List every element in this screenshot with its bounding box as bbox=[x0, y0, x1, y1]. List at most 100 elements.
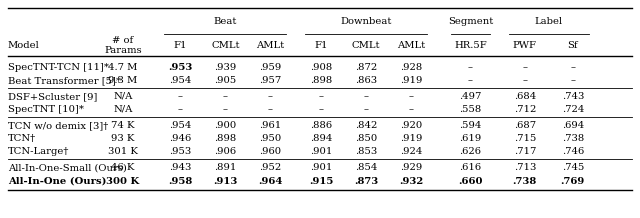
Text: .908: .908 bbox=[310, 63, 332, 72]
Text: SpecTNT [10]*: SpecTNT [10]* bbox=[8, 105, 84, 114]
Text: .964: .964 bbox=[258, 177, 282, 186]
Text: .952: .952 bbox=[259, 163, 281, 172]
Text: .850: .850 bbox=[355, 134, 377, 143]
Text: # of
Params: # of Params bbox=[104, 36, 141, 55]
Text: .717: .717 bbox=[514, 147, 536, 156]
Text: –: – bbox=[364, 105, 369, 114]
Text: PWF: PWF bbox=[513, 41, 537, 50]
Text: .924: .924 bbox=[400, 147, 422, 156]
Text: .743: .743 bbox=[562, 92, 584, 101]
Text: .953: .953 bbox=[170, 147, 191, 156]
Text: .872: .872 bbox=[355, 63, 377, 72]
Text: .901: .901 bbox=[310, 163, 332, 172]
Text: –: – bbox=[522, 63, 527, 72]
Text: .954: .954 bbox=[170, 121, 191, 130]
Text: TCN-Large†: TCN-Large† bbox=[8, 147, 69, 156]
Text: .915: .915 bbox=[309, 177, 333, 186]
Text: .746: .746 bbox=[562, 147, 584, 156]
Text: .854: .854 bbox=[355, 163, 377, 172]
Text: Downbeat: Downbeat bbox=[340, 17, 392, 26]
Text: F1: F1 bbox=[173, 41, 188, 50]
Text: F1: F1 bbox=[314, 41, 328, 50]
Text: –: – bbox=[223, 92, 228, 101]
Text: .894: .894 bbox=[310, 134, 332, 143]
Text: .901: .901 bbox=[310, 147, 332, 156]
Text: AMLt: AMLt bbox=[397, 41, 425, 50]
Text: –: – bbox=[178, 92, 183, 101]
Text: –: – bbox=[364, 92, 369, 101]
Text: .594: .594 bbox=[460, 121, 481, 130]
Text: .712: .712 bbox=[514, 105, 536, 114]
Text: –: – bbox=[268, 92, 273, 101]
Text: .724: .724 bbox=[562, 105, 584, 114]
Text: .961: .961 bbox=[259, 121, 281, 130]
Text: Model: Model bbox=[8, 41, 40, 50]
Text: .619: .619 bbox=[460, 134, 481, 143]
Text: .497: .497 bbox=[460, 92, 481, 101]
Text: HR.5F: HR.5F bbox=[454, 41, 487, 50]
Text: –: – bbox=[468, 63, 473, 72]
Text: –: – bbox=[319, 92, 324, 101]
Text: .900: .900 bbox=[214, 121, 236, 130]
Text: .946: .946 bbox=[170, 134, 191, 143]
Text: N/A: N/A bbox=[113, 92, 132, 101]
Text: –: – bbox=[268, 105, 273, 114]
Text: 9.3 M: 9.3 M bbox=[108, 76, 138, 85]
Text: .694: .694 bbox=[562, 121, 584, 130]
Text: 74 K: 74 K bbox=[111, 121, 134, 130]
Text: .954: .954 bbox=[170, 76, 191, 85]
Text: .853: .853 bbox=[355, 147, 377, 156]
Text: .920: .920 bbox=[400, 121, 422, 130]
Text: .913: .913 bbox=[213, 177, 237, 186]
Text: All-In-One-Small (Ours): All-In-One-Small (Ours) bbox=[8, 163, 127, 172]
Text: .919: .919 bbox=[400, 76, 422, 85]
Text: .959: .959 bbox=[259, 63, 281, 72]
Text: .943: .943 bbox=[170, 163, 191, 172]
Text: CMLt: CMLt bbox=[211, 41, 239, 50]
Text: .660: .660 bbox=[458, 177, 483, 186]
Text: .929: .929 bbox=[400, 163, 422, 172]
Text: Sf: Sf bbox=[568, 41, 578, 50]
Text: 301 K: 301 K bbox=[108, 147, 138, 156]
Text: CMLt: CMLt bbox=[352, 41, 380, 50]
Text: .713: .713 bbox=[514, 163, 536, 172]
Text: –: – bbox=[178, 105, 183, 114]
Text: –: – bbox=[319, 105, 324, 114]
Text: .863: .863 bbox=[355, 76, 377, 85]
Text: .932: .932 bbox=[399, 177, 423, 186]
Text: TCN w/o demix [3]†: TCN w/o demix [3]† bbox=[8, 121, 108, 130]
Text: N/A: N/A bbox=[113, 105, 132, 114]
Text: .715: .715 bbox=[514, 134, 536, 143]
Text: TCN†: TCN† bbox=[8, 134, 36, 143]
Text: .738: .738 bbox=[513, 177, 537, 186]
Text: DSF+Scluster [9]: DSF+Scluster [9] bbox=[8, 92, 97, 101]
Text: –: – bbox=[570, 63, 575, 72]
Text: .905: .905 bbox=[214, 76, 236, 85]
Text: .950: .950 bbox=[259, 134, 281, 143]
Text: .939: .939 bbox=[214, 63, 236, 72]
Text: –: – bbox=[408, 105, 413, 114]
Text: 46 K: 46 K bbox=[111, 163, 134, 172]
Text: Beat: Beat bbox=[214, 17, 237, 26]
Text: .958: .958 bbox=[168, 177, 193, 186]
Text: All-In-One (Ours): All-In-One (Ours) bbox=[8, 177, 106, 186]
Text: .891: .891 bbox=[214, 163, 236, 172]
Text: .873: .873 bbox=[354, 177, 378, 186]
Text: .769: .769 bbox=[561, 177, 585, 186]
Text: .953: .953 bbox=[168, 63, 193, 72]
Text: .886: .886 bbox=[310, 121, 332, 130]
Text: –: – bbox=[408, 92, 413, 101]
Text: –: – bbox=[468, 76, 473, 85]
Text: Label: Label bbox=[535, 17, 563, 26]
Text: AMLt: AMLt bbox=[256, 41, 284, 50]
Text: .684: .684 bbox=[514, 92, 536, 101]
Text: .957: .957 bbox=[259, 76, 281, 85]
Text: .745: .745 bbox=[562, 163, 584, 172]
Text: .738: .738 bbox=[562, 134, 584, 143]
Text: .906: .906 bbox=[214, 147, 236, 156]
Text: .558: .558 bbox=[460, 105, 481, 114]
Text: .919: .919 bbox=[400, 134, 422, 143]
Text: –: – bbox=[522, 76, 527, 85]
Text: Beat Transformer [5]*: Beat Transformer [5]* bbox=[8, 76, 121, 85]
Text: 93 K: 93 K bbox=[111, 134, 134, 143]
